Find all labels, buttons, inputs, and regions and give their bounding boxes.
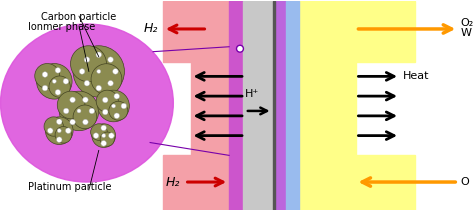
Circle shape (114, 113, 119, 119)
Circle shape (102, 134, 106, 138)
Text: H⁺: H⁺ (245, 89, 259, 99)
Circle shape (59, 91, 99, 131)
Circle shape (96, 52, 101, 58)
Circle shape (44, 117, 64, 136)
Circle shape (114, 93, 119, 99)
Text: Platinum particle: Platinum particle (27, 182, 111, 192)
Bar (191, 62, 229, 155)
Circle shape (92, 124, 116, 147)
Ellipse shape (0, 24, 173, 182)
Circle shape (42, 72, 48, 77)
Circle shape (35, 64, 60, 88)
Circle shape (65, 128, 71, 133)
Circle shape (71, 46, 107, 82)
Circle shape (70, 97, 75, 103)
Circle shape (102, 109, 108, 115)
Circle shape (100, 132, 114, 146)
Circle shape (55, 68, 61, 73)
Circle shape (113, 69, 118, 74)
Circle shape (108, 57, 113, 62)
Text: H₂: H₂ (144, 22, 158, 35)
Bar (299, 1, 415, 62)
Circle shape (57, 91, 85, 119)
Circle shape (101, 125, 107, 131)
Circle shape (42, 85, 48, 91)
Circle shape (91, 64, 122, 95)
Circle shape (93, 133, 99, 138)
Circle shape (56, 119, 62, 124)
Circle shape (56, 137, 62, 142)
Bar (286, 1, 299, 210)
Bar (229, 1, 243, 210)
Circle shape (237, 45, 244, 52)
Circle shape (49, 76, 70, 97)
Circle shape (57, 129, 61, 133)
Circle shape (91, 124, 107, 140)
Circle shape (84, 57, 90, 62)
Circle shape (97, 69, 101, 73)
Circle shape (79, 69, 85, 74)
Circle shape (102, 97, 108, 103)
Circle shape (109, 101, 128, 120)
Circle shape (84, 80, 90, 86)
Bar (163, 155, 229, 210)
Circle shape (70, 119, 75, 125)
Circle shape (36, 64, 72, 99)
Circle shape (82, 97, 88, 103)
Circle shape (121, 103, 127, 109)
Circle shape (101, 141, 107, 146)
Circle shape (82, 119, 88, 125)
Circle shape (46, 117, 73, 145)
Circle shape (96, 90, 118, 112)
Text: O: O (460, 177, 469, 187)
Circle shape (52, 79, 56, 83)
Circle shape (55, 89, 61, 95)
Circle shape (96, 85, 101, 91)
Circle shape (55, 127, 72, 143)
Bar (163, 1, 229, 62)
Bar (274, 1, 286, 210)
Text: H₂: H₂ (165, 176, 180, 189)
Bar (243, 1, 274, 210)
Bar (299, 62, 356, 155)
Text: O₂: O₂ (460, 18, 474, 28)
Circle shape (64, 108, 69, 114)
Text: Ionmer phase: Ionmer phase (27, 22, 95, 32)
Circle shape (73, 105, 97, 129)
Circle shape (77, 109, 81, 113)
Circle shape (63, 78, 69, 84)
Circle shape (111, 104, 116, 108)
Circle shape (109, 133, 114, 138)
Circle shape (73, 46, 125, 97)
Circle shape (47, 128, 53, 133)
Text: W: W (460, 28, 471, 38)
Circle shape (89, 108, 95, 114)
Circle shape (108, 80, 113, 86)
Bar (299, 155, 415, 210)
Bar (273, 1, 274, 210)
Circle shape (98, 90, 129, 122)
Text: Heat: Heat (403, 71, 429, 81)
Text: Carbon particle: Carbon particle (42, 12, 117, 22)
